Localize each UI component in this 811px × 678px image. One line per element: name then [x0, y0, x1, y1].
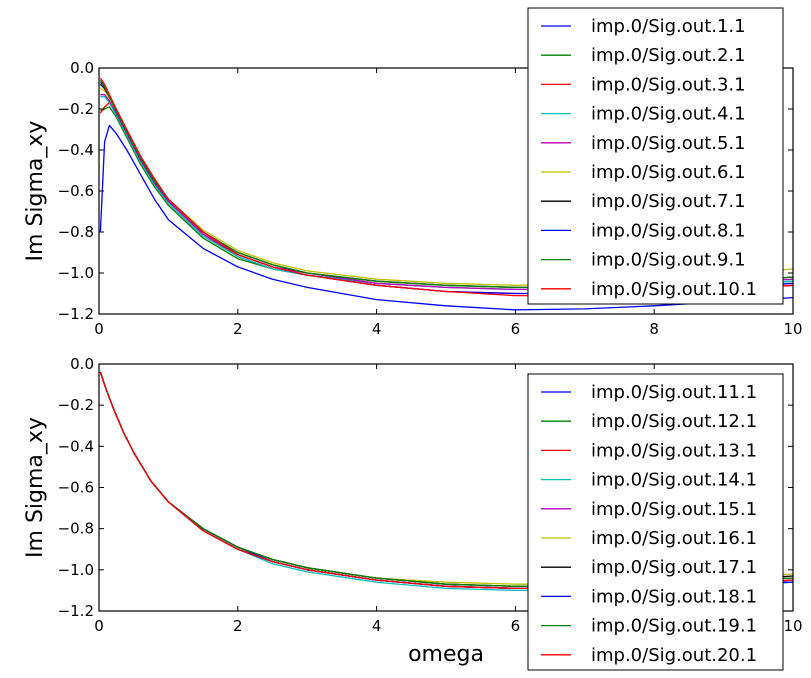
y-tick-label: −1.2 [58, 602, 94, 620]
legend-item: imp.0/Sig.out.7.1 [541, 191, 746, 212]
x-tick-label: 4 [372, 617, 382, 635]
legend-label: imp.0/Sig.out.16.1 [591, 528, 757, 549]
x-tick-label: 10 [783, 617, 802, 635]
x-tick-label: 6 [511, 617, 521, 635]
legend-label: imp.0/Sig.out.13.1 [591, 440, 757, 461]
legend-item: imp.0/Sig.out.14.1 [541, 470, 757, 491]
legend-label: imp.0/Sig.out.12.1 [591, 411, 757, 432]
y-tick-label: −0.2 [58, 100, 94, 118]
y-axis-label: Im Sigma_xy [23, 417, 48, 558]
legend-item: imp.0/Sig.out.11.1 [541, 382, 757, 403]
y-axis-label: Im Sigma_xy [23, 121, 48, 262]
legend-item: imp.0/Sig.out.19.1 [541, 616, 757, 637]
legend-item: imp.0/Sig.out.2.1 [541, 45, 746, 66]
legend-box [527, 373, 784, 671]
legend-label: imp.0/Sig.out.18.1 [591, 586, 757, 607]
y-tick-label: 0.0 [70, 59, 94, 77]
x-tick-label: 2 [233, 617, 243, 635]
legend-label: imp.0/Sig.out.19.1 [591, 616, 757, 637]
top-subplot: 0 2 4 6 8 10 0.0 −0.2 −0.4 −0.6 −0.8 −1.0 −1.2 Im Sig… [23, 7, 803, 338]
x-tick-label: 0 [94, 320, 104, 338]
y-tick-label: −0.8 [58, 520, 94, 538]
legend-label: imp.0/Sig.out.20.1 [591, 645, 757, 666]
x-tick-label: 4 [372, 320, 382, 338]
legend-label: imp.0/Sig.out.5.1 [591, 133, 746, 154]
legend-item: imp.0/Sig.out.16.1 [541, 528, 757, 549]
legend-item: imp.0/Sig.out.1.1 [541, 16, 746, 37]
legend-label: imp.0/Sig.out.2.1 [591, 45, 746, 66]
y-tick-label: −0.2 [58, 396, 94, 414]
legend: imp.0/Sig.out.1.1 imp.0/Sig.out.2.1 imp.0/… [527, 7, 784, 305]
legend-item: imp.0/Sig.out.17.1 [541, 557, 757, 578]
y-tick-label: 0.0 [70, 355, 94, 373]
legend-label: imp.0/Sig.out.11.1 [591, 382, 757, 403]
legend-label: imp.0/Sig.out.15.1 [591, 499, 757, 520]
y-tick-label: −0.6 [58, 182, 94, 200]
legend-label: imp.0/Sig.out.1.1 [591, 16, 746, 37]
legend-label: imp.0/Sig.out.6.1 [591, 162, 746, 183]
y-tick-label: −1.0 [58, 264, 94, 282]
series-line-imp-0-sig-out-1-1 [99, 124, 793, 311]
legend-item: imp.0/Sig.out.20.1 [541, 645, 757, 666]
legend-label: imp.0/Sig.out.3.1 [591, 74, 746, 95]
y-tick-label: −1.2 [58, 305, 94, 323]
legend-item: imp.0/Sig.out.4.1 [541, 104, 746, 125]
legend-label: imp.0/Sig.out.14.1 [591, 470, 757, 491]
legend-item: imp.0/Sig.out.15.1 [541, 499, 757, 520]
legend-item: imp.0/Sig.out.10.1 [541, 279, 757, 300]
legend-label: imp.0/Sig.out.10.1 [591, 279, 757, 300]
legend: imp.0/Sig.out.11.1 imp.0/Sig.out.12.1 imp.… [527, 373, 784, 671]
y-tick-label: −0.8 [58, 223, 94, 241]
x-tick-label: 10 [783, 320, 802, 338]
legend-label: imp.0/Sig.out.7.1 [591, 191, 746, 212]
x-tick-label: 6 [511, 320, 521, 338]
x-axis-label: omega [408, 642, 484, 667]
legend-item: imp.0/Sig.out.6.1 [541, 162, 746, 183]
legend-item: imp.0/Sig.out.8.1 [541, 220, 746, 241]
legend-label: imp.0/Sig.out.9.1 [591, 250, 746, 271]
y-tick-label: −0.4 [58, 141, 94, 159]
legend-label: imp.0/Sig.out.4.1 [591, 104, 746, 125]
legend-item: imp.0/Sig.out.5.1 [541, 133, 746, 154]
y-tick-label: −0.4 [58, 437, 94, 455]
legend-label: imp.0/Sig.out.8.1 [591, 220, 746, 241]
legend-item: imp.0/Sig.out.13.1 [541, 440, 757, 461]
x-tick-label: 2 [233, 320, 243, 338]
y-tick-label: −1.0 [58, 561, 94, 579]
x-tick-label: 0 [94, 617, 104, 635]
x-tick-label: 8 [649, 320, 659, 338]
legend-box [527, 7, 784, 305]
legend-item: imp.0/Sig.out.12.1 [541, 411, 757, 432]
legend-label: imp.0/Sig.out.17.1 [591, 557, 757, 578]
legend-item: imp.0/Sig.out.18.1 [541, 586, 757, 607]
y-tick-label: −0.6 [58, 479, 94, 497]
legend-item: imp.0/Sig.out.9.1 [541, 250, 746, 271]
legend-item: imp.0/Sig.out.3.1 [541, 74, 746, 95]
